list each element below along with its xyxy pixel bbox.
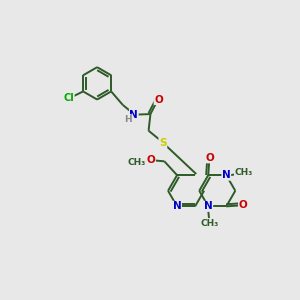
Text: CH₃: CH₃ bbox=[200, 218, 218, 227]
Text: S: S bbox=[159, 138, 167, 148]
Text: O: O bbox=[154, 94, 163, 104]
Text: O: O bbox=[238, 200, 247, 210]
Text: CH₃: CH₃ bbox=[235, 168, 253, 177]
Text: H: H bbox=[124, 115, 131, 124]
Text: N: N bbox=[222, 170, 231, 180]
Text: N: N bbox=[129, 110, 138, 119]
Text: N: N bbox=[204, 201, 213, 212]
Text: O: O bbox=[147, 155, 155, 165]
Text: S: S bbox=[159, 138, 167, 148]
Text: O: O bbox=[205, 153, 214, 163]
Text: N: N bbox=[173, 201, 182, 212]
Text: CH₃: CH₃ bbox=[128, 158, 146, 167]
Text: Cl: Cl bbox=[64, 93, 74, 103]
